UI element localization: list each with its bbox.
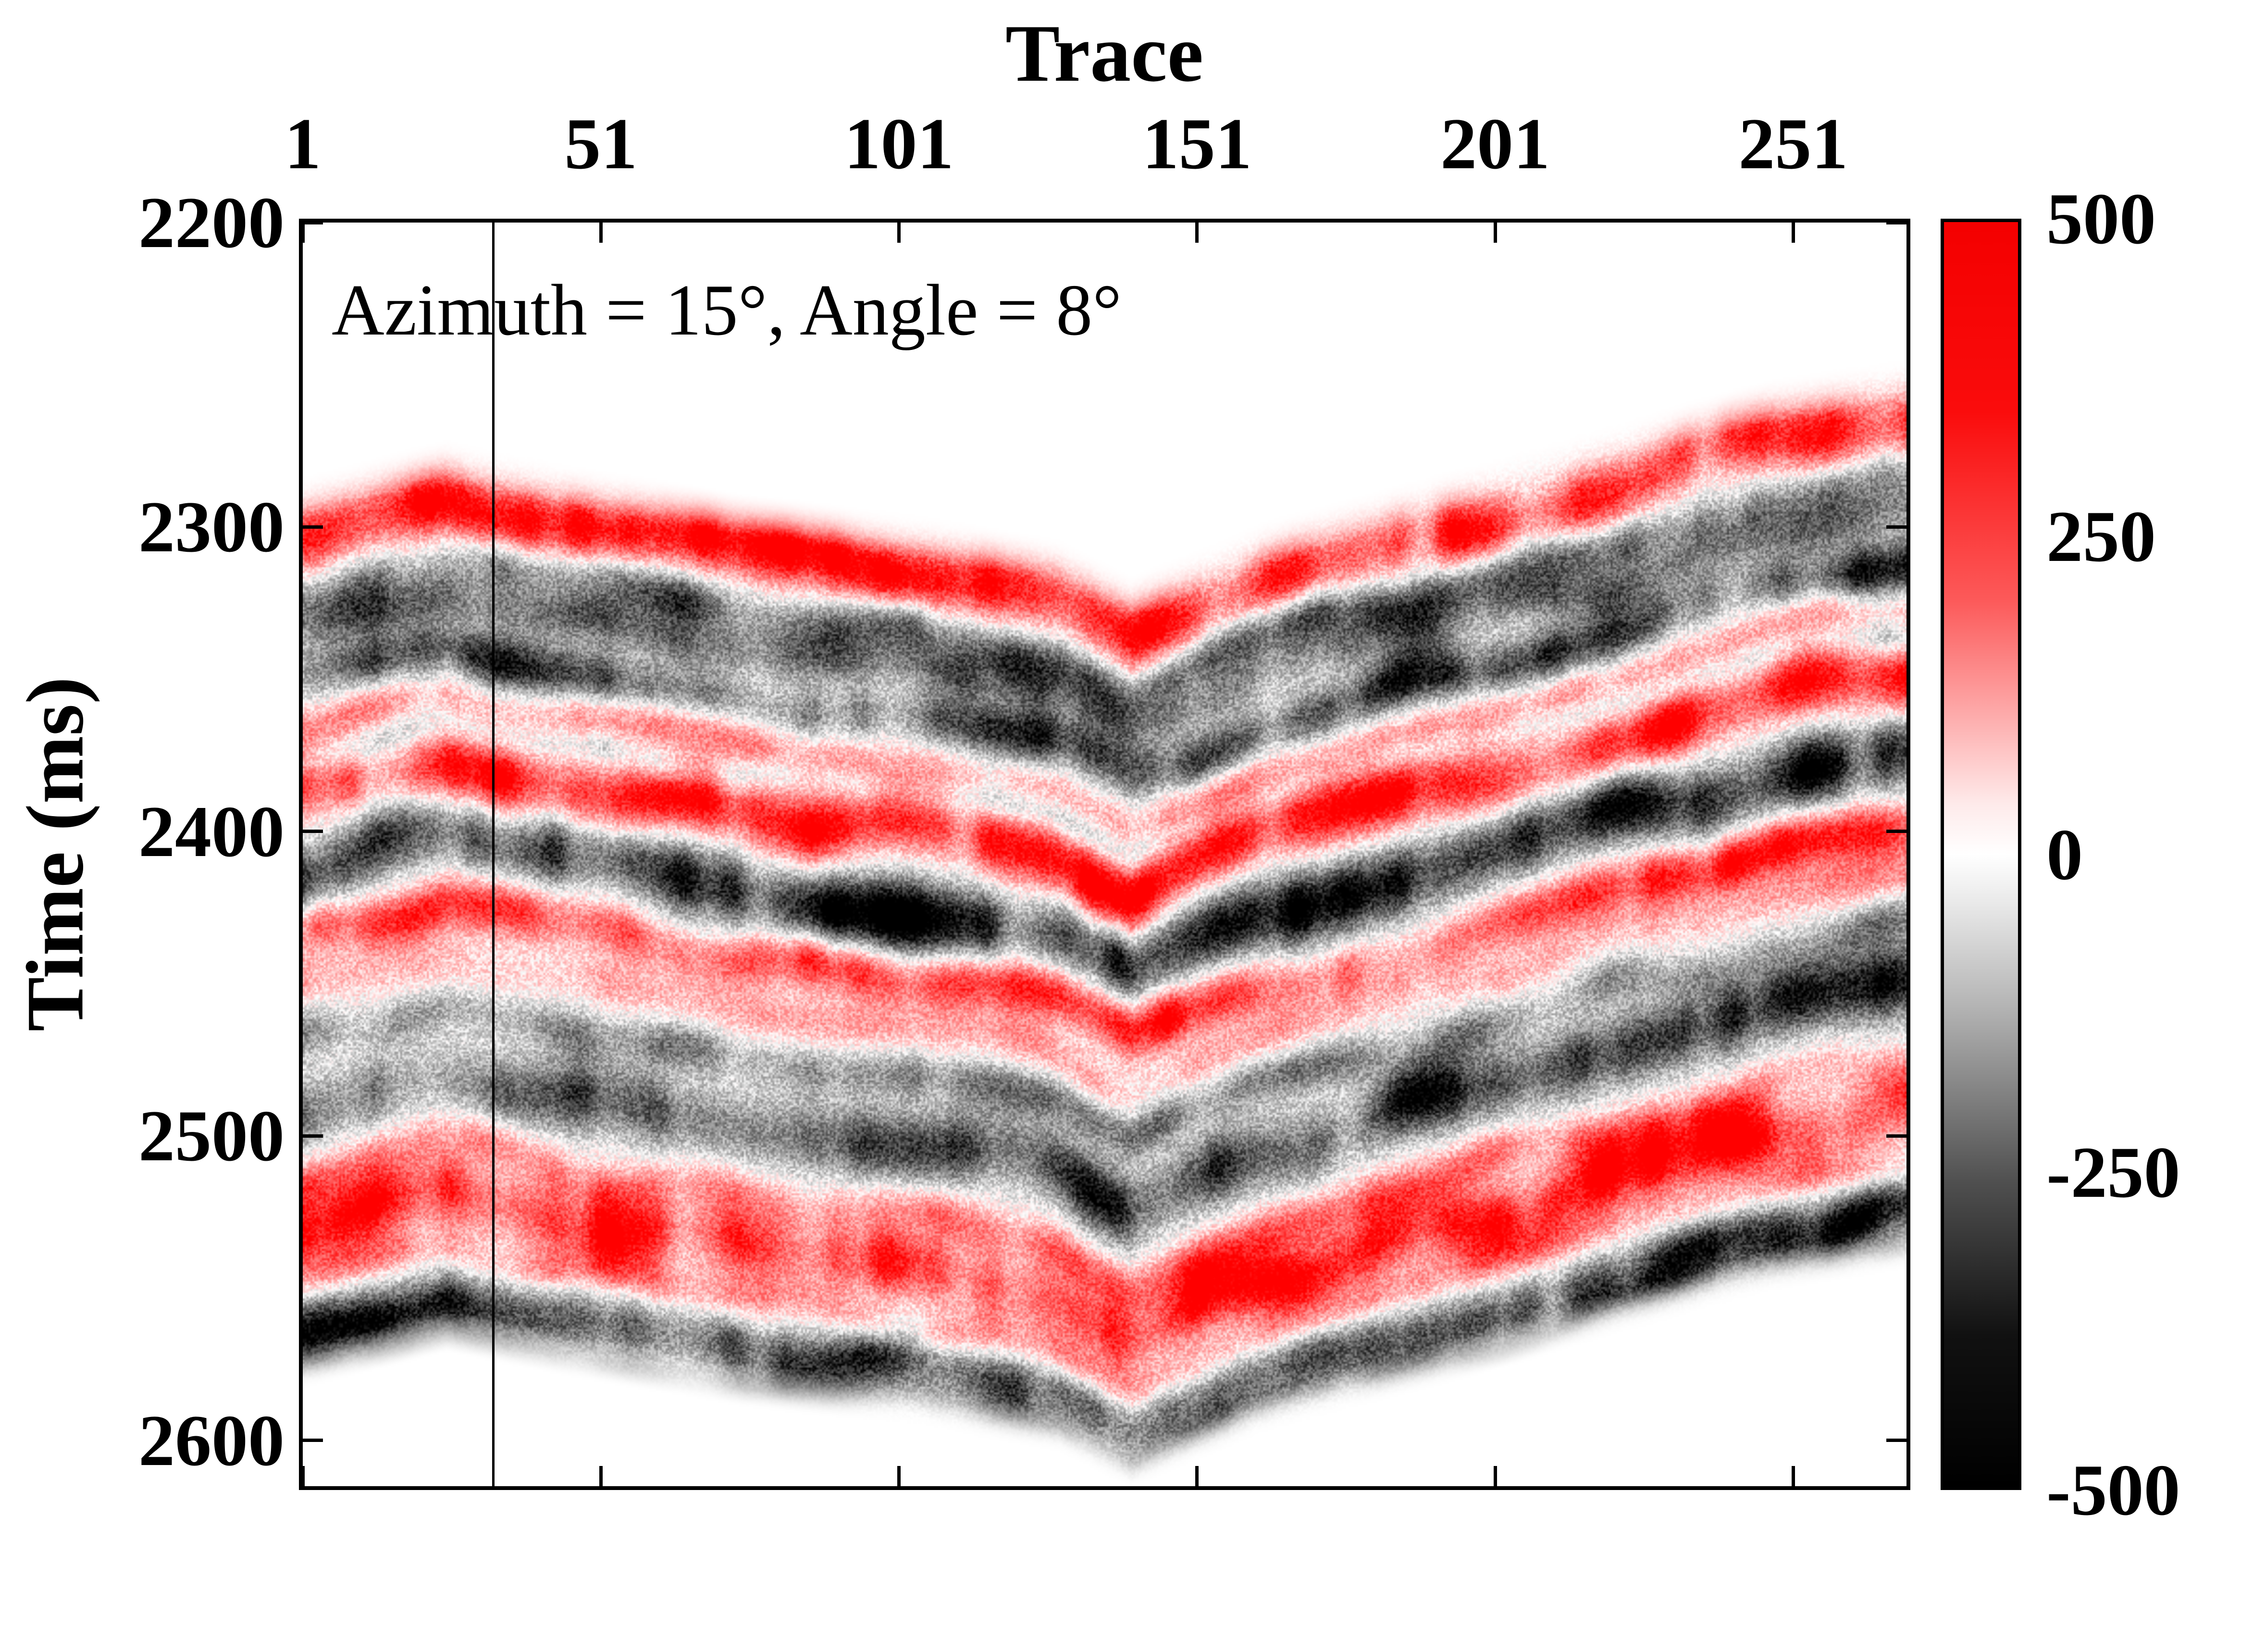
y-tick-right bbox=[1886, 525, 1906, 529]
y-tick-left bbox=[303, 525, 323, 529]
x-tick-top bbox=[301, 223, 305, 243]
x-tick-top bbox=[599, 223, 603, 243]
x-tick-label: 51 bbox=[564, 103, 638, 184]
x-tick-label: 251 bbox=[1738, 103, 1848, 184]
x-tick-label: 101 bbox=[844, 103, 954, 184]
y-tick-left bbox=[303, 1134, 323, 1138]
trace-marker-line bbox=[492, 223, 495, 1486]
y-tick-left bbox=[303, 1439, 323, 1442]
colorbar-tick-label: 0 bbox=[2046, 814, 2083, 895]
x-tick-bottom bbox=[301, 1466, 305, 1486]
y-tick-left bbox=[303, 830, 323, 833]
x-tick-top bbox=[1493, 223, 1497, 243]
x-tick-bottom bbox=[897, 1466, 901, 1486]
x-tick-top bbox=[897, 223, 901, 243]
colorbar-tick-label: 500 bbox=[2046, 178, 2156, 259]
y-tick-label: 2600 bbox=[138, 1400, 285, 1481]
y-tick-label: 2300 bbox=[138, 486, 285, 568]
plot-area: Azimuth = 15°, Angle = 8° bbox=[299, 219, 1910, 1490]
x-axis-title: Trace bbox=[1005, 8, 1204, 99]
annotation: Azimuth = 15°, Angle = 8° bbox=[332, 270, 1122, 350]
y-tick-label: 2200 bbox=[138, 182, 285, 263]
y-tick-right bbox=[1886, 830, 1906, 833]
y-tick-right bbox=[1886, 1439, 1906, 1442]
x-tick-bottom bbox=[1791, 1466, 1795, 1486]
y-tick-label: 2500 bbox=[138, 1095, 285, 1177]
y-tick-left bbox=[303, 221, 323, 224]
x-tick-top bbox=[1791, 223, 1795, 243]
colorbar-tick-label: 250 bbox=[2046, 496, 2156, 577]
x-tick-top bbox=[1195, 223, 1199, 243]
x-tick-bottom bbox=[599, 1466, 603, 1486]
colorbar bbox=[1941, 219, 2021, 1490]
x-tick-bottom bbox=[1195, 1466, 1199, 1486]
y-tick-label: 2400 bbox=[138, 791, 285, 872]
y-tick-right bbox=[1886, 221, 1906, 224]
y-tick-right bbox=[1886, 1134, 1906, 1138]
x-tick-label: 151 bbox=[1142, 103, 1252, 184]
seismic-image bbox=[303, 223, 1906, 1486]
x-tick-label: 1 bbox=[285, 103, 321, 184]
x-tick-label: 201 bbox=[1440, 103, 1550, 184]
colorbar-tick-label: -500 bbox=[2046, 1450, 2180, 1530]
x-tick-bottom bbox=[1493, 1466, 1497, 1486]
colorbar-tick-label: -250 bbox=[2046, 1131, 2180, 1213]
